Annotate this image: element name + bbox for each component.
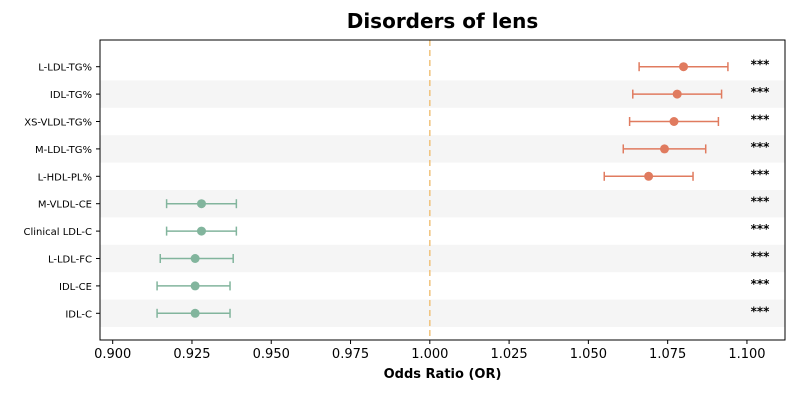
x-tick-label: 0.975 bbox=[332, 347, 369, 362]
x-tick-label: 1.100 bbox=[728, 347, 765, 362]
or-point bbox=[190, 281, 200, 291]
x-tick-label: 0.950 bbox=[253, 347, 290, 362]
or-point bbox=[196, 226, 206, 236]
y-tick-label: Clinical LDL-C bbox=[24, 227, 93, 238]
significance-label: *** bbox=[751, 277, 771, 291]
or-point bbox=[196, 199, 206, 209]
y-tick-label: XS-VLDL-TG% bbox=[24, 118, 92, 129]
x-tick-label: 1.050 bbox=[570, 347, 607, 362]
y-tick-label: L-LDL-TG% bbox=[38, 63, 92, 74]
significance-label: *** bbox=[751, 222, 771, 236]
x-tick-label: 0.900 bbox=[94, 347, 131, 362]
or-point bbox=[190, 308, 200, 318]
or-point bbox=[679, 62, 689, 72]
y-tick-label: L-LDL-FC bbox=[48, 255, 92, 266]
significance-label: *** bbox=[751, 58, 771, 72]
significance-label: *** bbox=[751, 304, 771, 318]
y-tick-label: M-LDL-TG% bbox=[35, 145, 92, 156]
or-point bbox=[669, 117, 679, 126]
significance-label: *** bbox=[751, 113, 771, 127]
or-point bbox=[659, 144, 669, 154]
chart-title: Disorders of lens bbox=[346, 9, 539, 33]
x-tick-label: 1.000 bbox=[411, 347, 448, 362]
y-tick-label: IDL-TG% bbox=[50, 90, 92, 101]
significance-label: *** bbox=[751, 85, 771, 99]
x-tick-label: 1.025 bbox=[490, 347, 527, 362]
plot-frame bbox=[99, 39, 786, 341]
y-tick-label: IDL-C bbox=[65, 309, 92, 320]
significance-label: *** bbox=[751, 167, 771, 181]
y-tick-label: M-VLDL-CE bbox=[38, 200, 92, 211]
or-point bbox=[644, 171, 654, 181]
significance-label: *** bbox=[751, 140, 771, 154]
y-tick-label: IDL-CE bbox=[59, 282, 92, 293]
significance-label: *** bbox=[751, 250, 771, 264]
significance-label: *** bbox=[751, 195, 771, 209]
x-tick-label: 0.925 bbox=[173, 347, 210, 362]
or-point bbox=[672, 89, 682, 99]
x-tick-label: 1.075 bbox=[649, 347, 686, 362]
y-tick-label: L-HDL-PL% bbox=[38, 172, 92, 183]
x-axis-label: Odds Ratio (OR) bbox=[383, 367, 502, 382]
or-point bbox=[190, 254, 200, 263]
